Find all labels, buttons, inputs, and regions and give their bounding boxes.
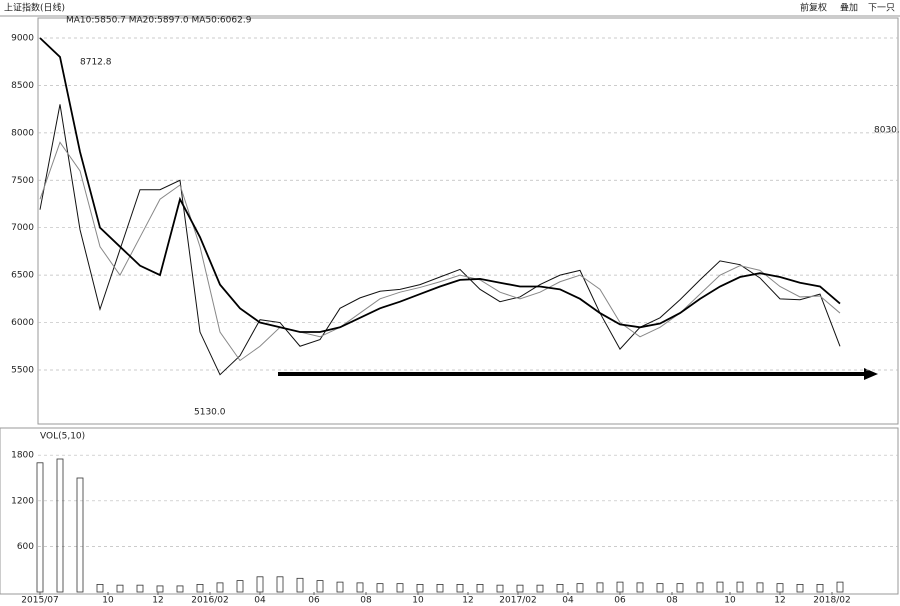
y-tick-label: 9000	[11, 33, 34, 43]
x-tick-label: 12	[462, 596, 473, 606]
x-tick-label: 04	[254, 596, 266, 606]
volume-bar	[756, 582, 764, 593]
volume-bar	[336, 581, 344, 593]
volume-bar	[716, 581, 724, 593]
volume-bar	[676, 583, 684, 593]
y-tick-label: 6000	[11, 318, 34, 328]
volume-bar	[496, 584, 504, 593]
ma-legend: MA10:5850.7 MA20:5897.0 MA50:6062.9	[66, 16, 252, 26]
y-tick-label: 8000	[11, 128, 34, 138]
main-panel	[37, 17, 899, 425]
volume-bar	[396, 583, 404, 593]
x-tick-label: 08	[666, 596, 678, 606]
arrow-head	[864, 368, 878, 380]
annotation: 8712.8	[80, 58, 112, 68]
volume-bar	[96, 584, 104, 593]
volume-bar	[416, 584, 424, 593]
y-tick-label: 8500	[11, 81, 34, 91]
volume-bar	[796, 584, 804, 593]
x-tick-label: 12	[774, 596, 785, 606]
y-tick-label: 1800	[11, 451, 34, 461]
x-tick-label: 10	[724, 596, 736, 606]
y-tick-label: 7500	[11, 176, 34, 186]
volume-panel	[0, 427, 899, 595]
volume-bar	[316, 580, 324, 593]
x-tick-label: 2015/07	[21, 596, 58, 606]
volume-bar	[736, 581, 744, 593]
x-tick-label: 10	[412, 596, 424, 606]
volume-bar	[536, 584, 544, 593]
toolbar-button[interactable]: 叠加	[840, 3, 858, 14]
volume-bar	[596, 582, 604, 593]
volume-bar	[636, 582, 644, 593]
x-tick-label: 06	[614, 596, 626, 606]
y-tick-label: 1200	[11, 496, 34, 506]
volume-bar	[76, 477, 84, 593]
x-tick-label: 04	[562, 596, 574, 606]
volume-bar	[456, 584, 464, 593]
volume-bar	[116, 584, 124, 593]
price-line	[39, 37, 841, 333]
price-line	[39, 141, 841, 362]
volume-bar	[136, 584, 144, 593]
y-tick-label: 7000	[11, 223, 34, 233]
y-tick-label: 6500	[11, 271, 34, 281]
volume-bar	[556, 584, 564, 593]
volume-bar	[576, 583, 584, 593]
y-tick-label: 600	[17, 542, 34, 552]
annotation: 8030.0	[874, 126, 900, 136]
volume-bar	[696, 582, 704, 593]
volume-bar	[516, 584, 524, 593]
volume-bar	[196, 584, 204, 593]
toolbar-button[interactable]: 下一只	[868, 4, 895, 14]
volume-bar	[816, 584, 824, 593]
volume-bar	[436, 584, 444, 593]
volume-bar	[156, 585, 164, 593]
volume-bar	[836, 581, 844, 593]
volume-bar	[176, 585, 184, 593]
chart-title: 上证指数(日线)	[4, 2, 65, 14]
toolbar-button[interactable]: 前复权	[800, 2, 827, 14]
price-line	[39, 104, 841, 376]
volume-label: VOL(5,10)	[40, 432, 85, 442]
volume-bar	[216, 582, 224, 593]
x-tick-label: 2018/02	[813, 596, 850, 606]
volume-bar	[376, 583, 384, 593]
volume-bar	[296, 577, 304, 593]
x-tick-label: 08	[360, 596, 372, 606]
volume-bar	[476, 584, 484, 593]
volume-bar	[276, 576, 284, 593]
volume-bar	[356, 582, 364, 593]
x-tick-label: 12	[152, 596, 163, 606]
x-tick-label: 06	[308, 596, 320, 606]
x-tick-label: 10	[102, 596, 114, 606]
annotation: 5130.0	[194, 408, 226, 418]
volume-bar	[56, 458, 64, 593]
x-tick-label: 2017/02	[499, 596, 536, 606]
x-tick-label: 2016/02	[191, 596, 228, 606]
y-tick-label: 5500	[11, 365, 34, 375]
volume-bar	[236, 580, 244, 593]
volume-bar	[656, 583, 664, 593]
